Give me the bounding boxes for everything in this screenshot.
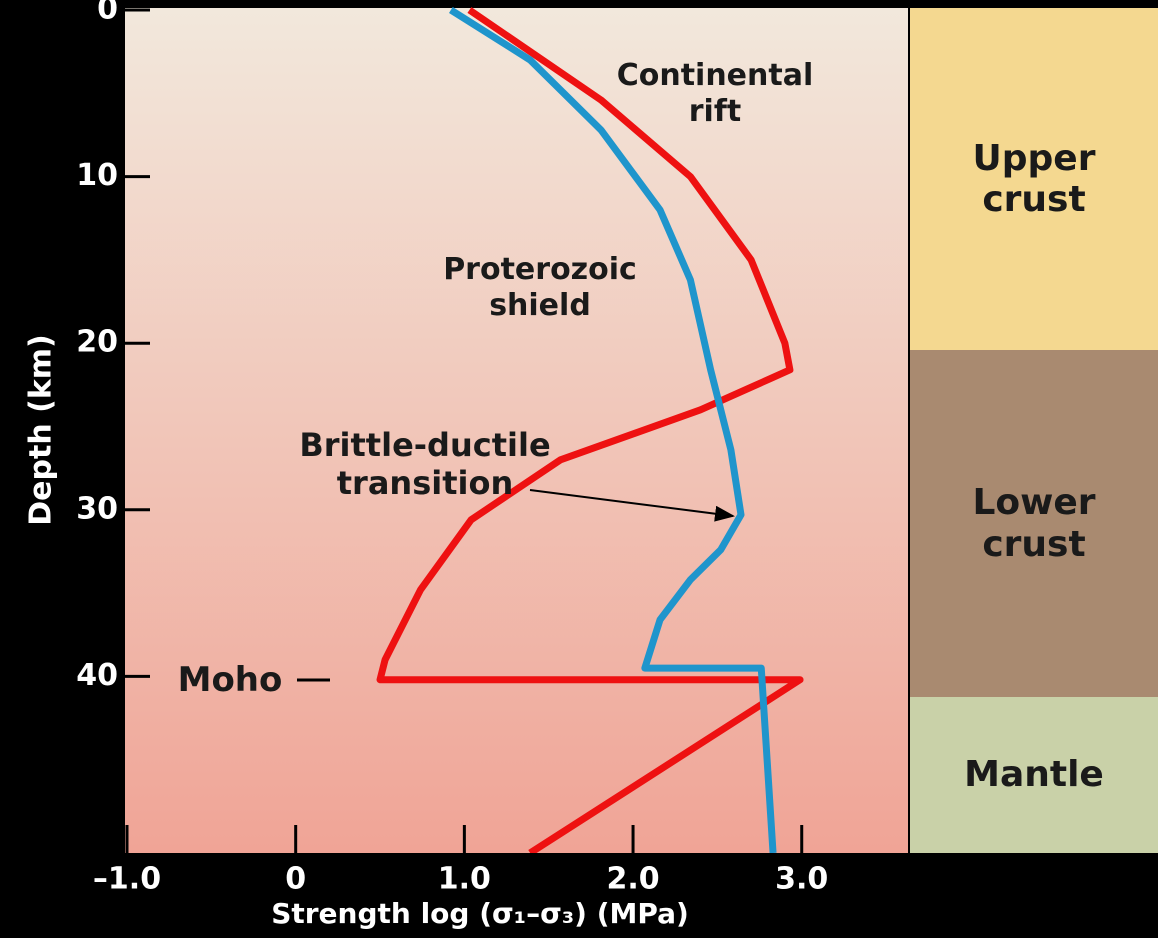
layer-label: Lower crust xyxy=(972,482,1096,565)
y-tick-label: 40 xyxy=(76,658,118,693)
series-label: Proterozoic shield xyxy=(443,252,637,323)
annotation: Brittle-ductile transition xyxy=(299,426,551,503)
plot-area xyxy=(125,8,908,853)
x-tick-label: 0 xyxy=(285,862,306,897)
y-tick-label: 30 xyxy=(76,491,118,526)
x-tick-label: 3.0 xyxy=(775,862,828,897)
x-axis-label: Strength log (σ₁–σ₃) (MPa) xyxy=(271,897,689,930)
x-tick-label: 2.0 xyxy=(606,862,659,897)
series-line xyxy=(376,7,804,853)
y-axis-label: Depth (km) xyxy=(24,334,59,526)
layer: Mantle xyxy=(910,697,1158,853)
layer: Lower crust xyxy=(910,350,1158,697)
x-tick-label: 1.0 xyxy=(438,862,491,897)
annotation: Moho xyxy=(177,660,283,700)
arrow xyxy=(529,489,735,522)
y-tick-label: 10 xyxy=(76,158,118,193)
series-label: Continental rift xyxy=(616,58,814,129)
series-line xyxy=(449,7,777,853)
layer: Upper crust xyxy=(910,8,1158,350)
layer-label: Upper crust xyxy=(972,137,1096,220)
y-tick-label: 20 xyxy=(76,325,118,360)
y-tick-label: 0 xyxy=(97,0,118,27)
x-tick-label: –1.0 xyxy=(93,862,161,897)
layer-label: Mantle xyxy=(964,754,1104,796)
